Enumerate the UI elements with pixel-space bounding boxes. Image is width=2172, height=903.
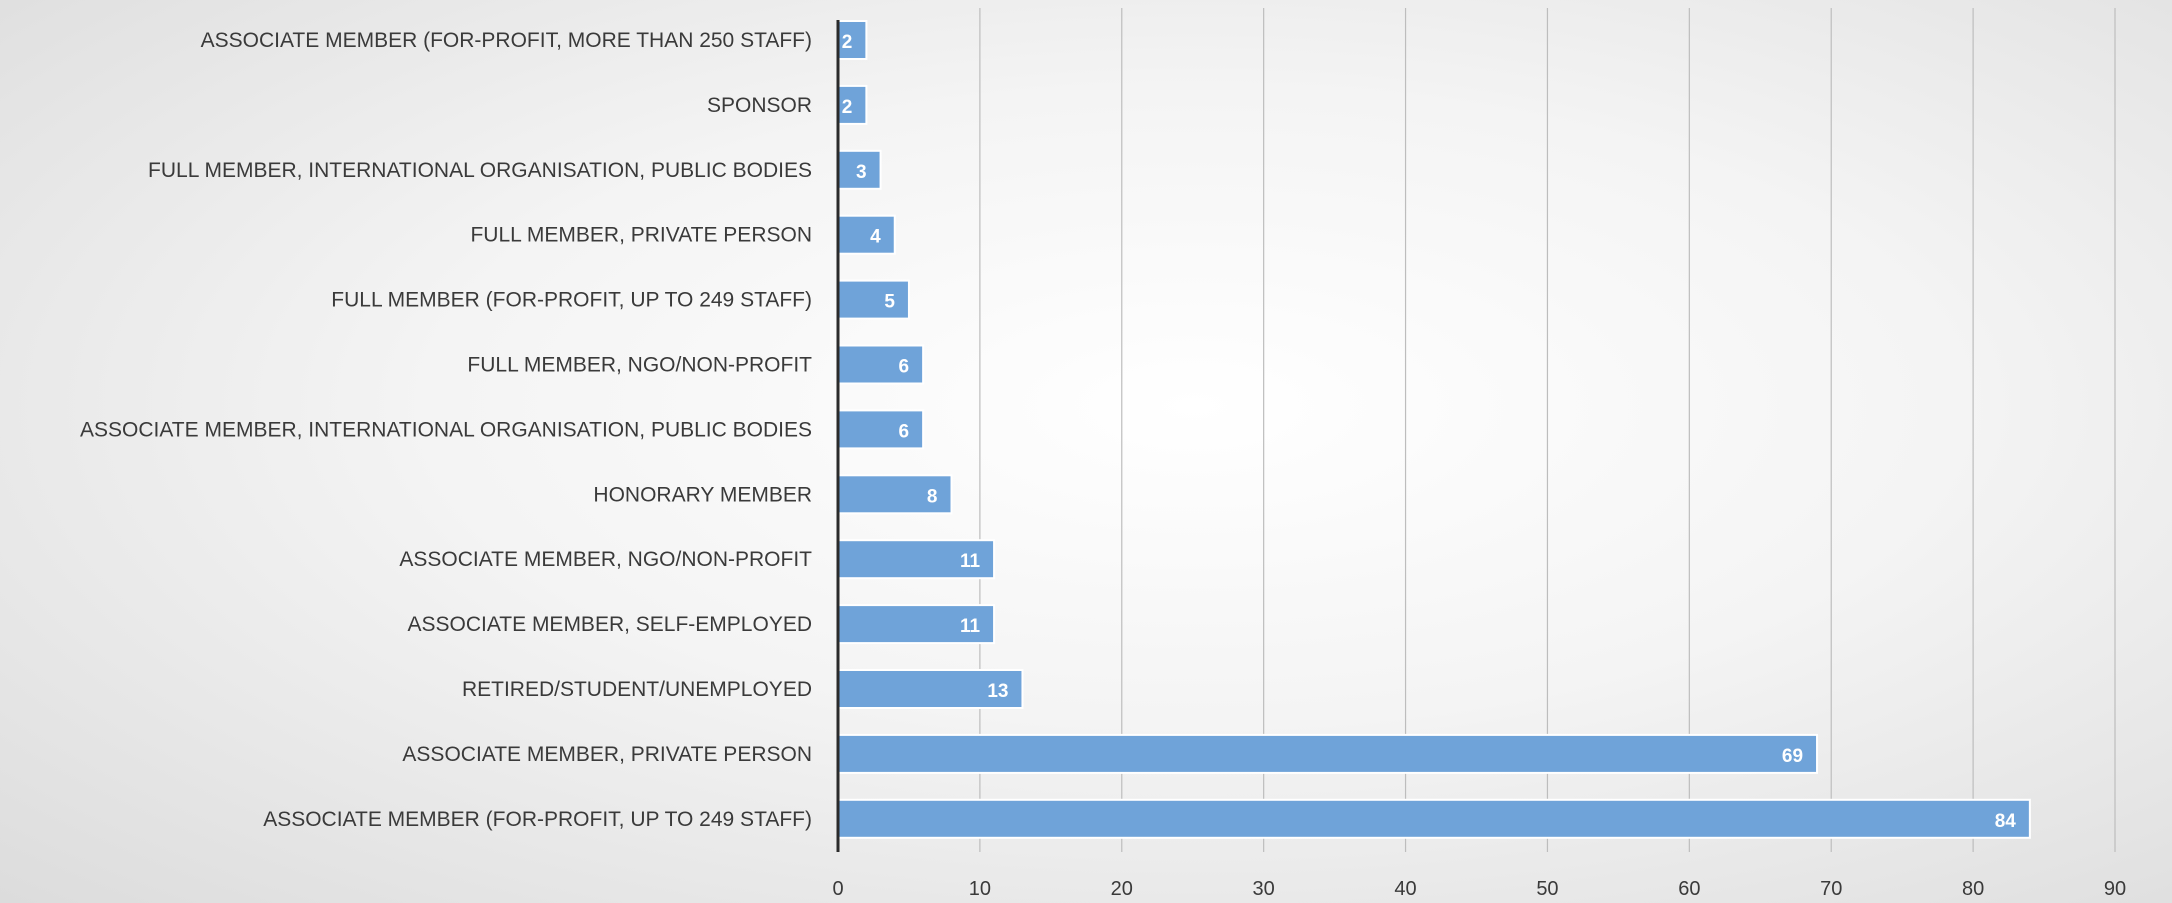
x-tick-label-10: 10 xyxy=(969,878,991,900)
bar-12 xyxy=(837,798,2031,839)
data-label-8: 11 xyxy=(960,551,981,572)
x-tick-label-30: 30 xyxy=(1253,878,1275,900)
category-label-4: FULL MEMBER (FOR-PROFIT, UP TO 249 STAFF… xyxy=(331,289,812,312)
x-tick-label-20: 20 xyxy=(1111,878,1133,900)
bar-8 xyxy=(837,539,996,580)
category-label-2: FULL MEMBER, INTERNATIONAL ORGANISATION,… xyxy=(148,159,812,182)
category-label-5: FULL MEMBER, NGO/NON-PROFIT xyxy=(467,354,812,377)
category-label-1: SPONSOR xyxy=(707,94,812,117)
data-label-1: 2 xyxy=(842,97,853,118)
bar-7 xyxy=(837,474,953,515)
bar-11 xyxy=(837,733,1819,774)
data-label-5: 6 xyxy=(899,357,910,378)
category-label-9: ASSOCIATE MEMBER, SELF-EMPLOYED xyxy=(407,613,812,636)
category-labels: ASSOCIATE MEMBER (FOR-PROFIT, MORE THAN … xyxy=(80,29,812,831)
data-label-4: 5 xyxy=(884,292,895,313)
bar-10 xyxy=(837,669,1024,709)
bars xyxy=(837,20,2031,839)
data-label-11: 69 xyxy=(1782,746,1803,767)
x-tick-label-80: 80 xyxy=(1962,878,1984,900)
x-tick-label-40: 40 xyxy=(1394,878,1416,900)
data-label-7: 8 xyxy=(927,486,938,507)
data-label-0: 2 xyxy=(842,32,853,53)
data-label-9: 11 xyxy=(960,616,981,637)
bar-9 xyxy=(837,604,996,645)
data-label-3: 4 xyxy=(870,227,881,248)
bar-5 xyxy=(837,344,925,385)
data-label-10: 13 xyxy=(987,681,1008,702)
x-tick-label-60: 60 xyxy=(1678,878,1700,900)
bar-4 xyxy=(837,279,910,320)
category-label-10: RETIRED/STUDENT/UNEMPLOYED xyxy=(462,678,812,701)
data-label-2: 3 xyxy=(856,162,867,183)
category-label-7: HONORARY MEMBER xyxy=(593,483,812,506)
category-label-12: ASSOCIATE MEMBER (FOR-PROFIT, UP TO 249 … xyxy=(263,808,812,831)
bar-2 xyxy=(837,149,882,190)
category-label-6: ASSOCIATE MEMBER, INTERNATIONAL ORGANISA… xyxy=(80,418,812,441)
x-tick-label-90: 90 xyxy=(2104,878,2126,900)
category-label-3: FULL MEMBER, PRIVATE PERSON xyxy=(470,224,812,247)
data-label-6: 6 xyxy=(899,421,910,442)
bar-6 xyxy=(837,409,925,450)
category-label-0: ASSOCIATE MEMBER (FOR-PROFIT, MORE THAN … xyxy=(201,29,812,52)
x-tick-label-0: 0 xyxy=(832,878,843,900)
x-tick-label-70: 70 xyxy=(1820,878,1842,900)
category-label-8: ASSOCIATE MEMBER, NGO/NON-PROFIT xyxy=(399,548,812,571)
bar-3 xyxy=(837,214,896,255)
category-label-11: ASSOCIATE MEMBER, PRIVATE PERSON xyxy=(402,743,812,766)
gridlines xyxy=(979,8,2116,852)
x-axis-ticks: 0 10 20 30 40 50 60 70 80 90 xyxy=(832,878,2126,900)
x-tick-label-50: 50 xyxy=(1536,878,1558,900)
data-label-12: 84 xyxy=(1995,811,2017,832)
bar-0 xyxy=(837,20,868,60)
data-labels: 2 2 3 4 5 6 6 8 11 11 13 69 84 xyxy=(842,32,2016,832)
